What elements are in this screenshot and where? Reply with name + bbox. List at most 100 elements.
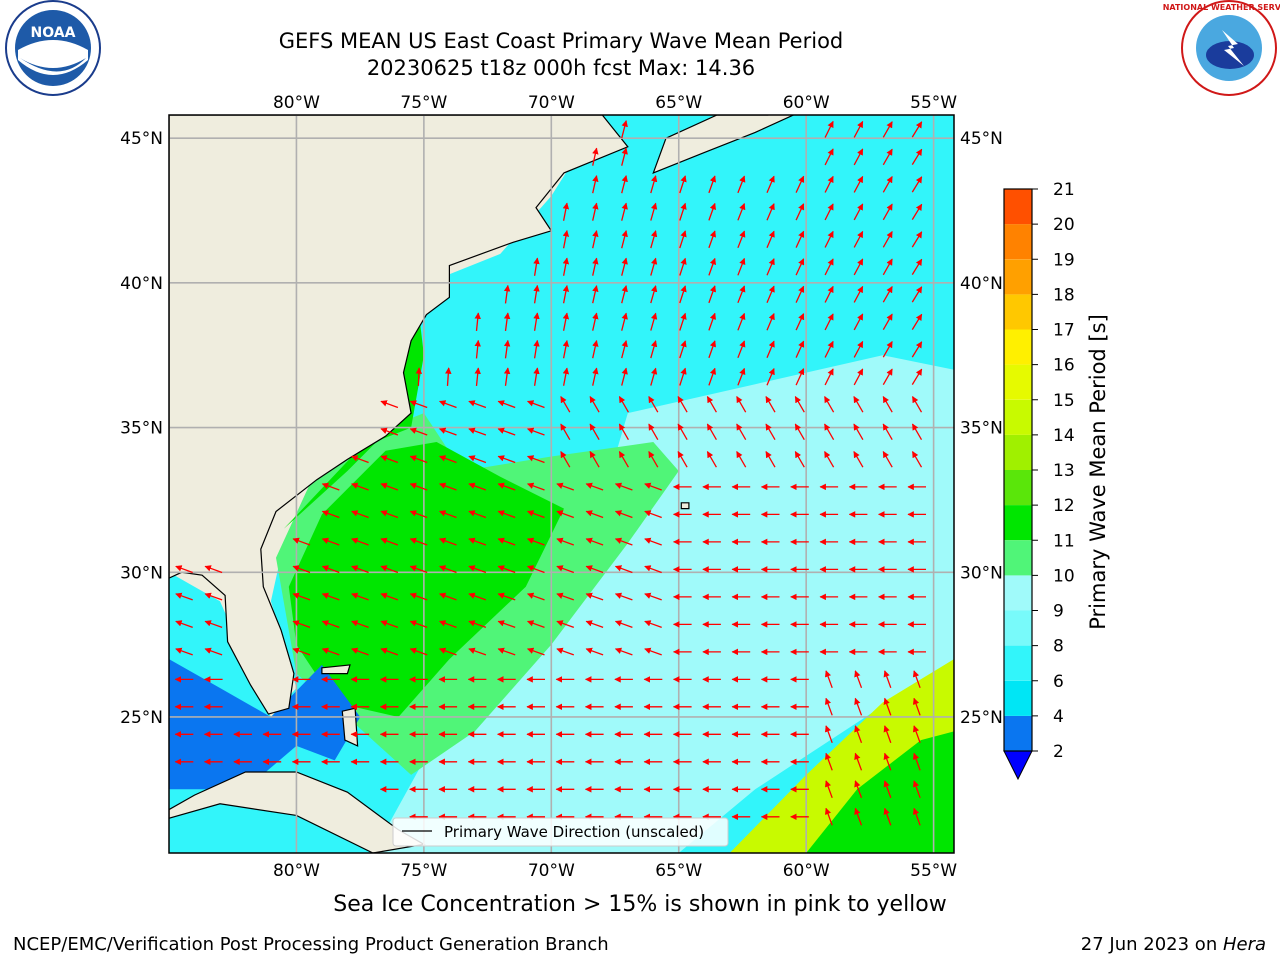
wave-direction-arrow [708, 175, 717, 194]
wave-direction-arrow [650, 285, 658, 304]
wave-direction-arrow [497, 592, 516, 601]
land-north-america [169, 115, 629, 715]
wave-direction-arrow [562, 257, 570, 276]
wave-direction-arrow [585, 537, 604, 546]
wave-direction-arrow [175, 647, 193, 656]
wave-direction-arrow [621, 120, 628, 139]
colorbar-tick-label: 17 [1053, 321, 1075, 341]
wave-direction-arrow [585, 565, 604, 574]
wave-direction-arrow [708, 202, 717, 221]
wave-direction-arrow [351, 482, 369, 491]
wave-direction-arrow [854, 670, 863, 689]
wave-direction-arrow [677, 423, 688, 441]
wave-direction-arrow [708, 312, 717, 331]
wave-direction-arrow [351, 455, 369, 464]
noaa-logo: NOAA [5, 0, 101, 96]
wave-direction-arrow [526, 565, 545, 574]
wave-direction-arrow [795, 203, 805, 221]
wave-direction-arrow [468, 620, 487, 629]
wave-direction-arrow [409, 565, 428, 574]
lat-tick-label: 35°N [960, 419, 1003, 439]
wave-direction-arrow [854, 697, 863, 716]
wave-direction-arrow [592, 312, 599, 331]
wave-direction-arrow [409, 482, 428, 491]
wave-direction-arrow [679, 175, 687, 194]
colorbar-cell [1004, 540, 1032, 576]
wave-direction-arrow [409, 592, 428, 601]
lat-tick-label: 40°N [960, 274, 1003, 294]
wave-direction-arrow [585, 592, 604, 601]
wave-direction-arrow [292, 565, 311, 574]
wave-direction-arrow [911, 203, 923, 220]
wave-direction-arrow [292, 537, 311, 546]
wave-direction-arrow [882, 258, 893, 276]
wave-direction-arrow [497, 565, 516, 574]
lat-tick-label: 25°N [120, 708, 163, 728]
wave-direction-arrow [474, 367, 481, 386]
wave-direction-arrow [415, 367, 423, 386]
wave-direction-arrow [292, 592, 311, 601]
wave-direction-arrow [592, 202, 599, 221]
colorbar-tick-label: 4 [1053, 707, 1064, 727]
wave-direction-arrow [795, 313, 805, 331]
wave-direction-arrow [911, 396, 923, 413]
colorbar-tick-label: 6 [1053, 672, 1064, 692]
wave-direction-arrow [409, 510, 428, 519]
wave-direction-arrow [853, 120, 864, 138]
wave-direction-arrow [824, 258, 834, 276]
wave-direction-arrow [679, 312, 687, 331]
wave-direction-arrow [644, 565, 662, 574]
wave-direction-arrow [526, 455, 545, 464]
wave-direction-arrow [592, 175, 599, 194]
wave-direction-arrow [351, 537, 369, 546]
wave-direction-arrow [679, 230, 687, 249]
wave-direction-arrow [468, 482, 487, 491]
footer-left: NCEP/EMC/Verification Post Processing Pr… [13, 934, 609, 955]
wave-direction-arrow [497, 620, 516, 629]
wave-direction-arrow [912, 670, 921, 689]
wave-direction-arrow [736, 396, 747, 413]
wave-direction-arrow [614, 647, 633, 656]
colorbar-cell [1004, 189, 1032, 225]
wave-direction-arrow [765, 396, 776, 413]
wave-direction-arrow [562, 202, 570, 221]
wave-direction-arrow [911, 368, 923, 385]
colorbar-cell [1004, 364, 1032, 400]
wave-direction-arrow [526, 620, 545, 629]
footer-right: 27 Jun 2023 on Hera [1081, 934, 1266, 955]
wave-direction-arrow [438, 565, 457, 574]
colorbar-cell [1004, 329, 1032, 365]
wave-direction-arrow [321, 565, 340, 574]
wave-direction-arrow [644, 620, 662, 629]
wave-direction-arrow [438, 592, 457, 601]
wave-direction-arrow [380, 482, 399, 491]
wave-direction-arrow [679, 340, 687, 359]
wave-direction-arrow [911, 121, 923, 138]
land-bermuda [680, 502, 690, 510]
wave-direction-arrow [438, 482, 457, 491]
lat-tick-label: 30°N [120, 563, 163, 583]
wave-direction-arrow [438, 400, 457, 409]
wave-direction-arrow [562, 284, 570, 304]
wave-direction-arrow [737, 312, 746, 331]
wave-direction-arrows [174, 120, 926, 826]
wave-direction-arrow [503, 339, 511, 359]
wave-direction-arrow [526, 647, 545, 656]
colorbar-cell [1004, 470, 1032, 506]
wave-direction-arrow [585, 510, 604, 519]
wave-direction-arrow [766, 340, 775, 358]
wave-direction-arrow [592, 147, 599, 166]
wave-direction-arrow [533, 257, 540, 276]
wave-direction-arrow [912, 807, 921, 826]
wave-direction-arrow [706, 423, 717, 441]
wave-direction-arrow [853, 285, 864, 303]
wave-direction-arrow [644, 510, 662, 519]
wave-direction-arrow [526, 537, 545, 546]
map-panel: 80°W 80°W 75°W 75°W 70°W 70°W 65°W 65°W 60°W 60°W… [120, 93, 1003, 881]
colorbar-under-triangle [1003, 750, 1033, 781]
wave-direction-arrow [766, 258, 775, 276]
wave-direction-arrow [562, 229, 570, 249]
wave-direction-arrow [592, 257, 599, 276]
lat-tick-label: 30°N [960, 563, 1003, 583]
field-ocean-light [372, 355, 954, 853]
